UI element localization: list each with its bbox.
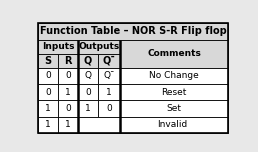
Text: 1: 1 bbox=[45, 120, 51, 129]
Bar bbox=[38, 54, 58, 68]
Text: 1: 1 bbox=[45, 104, 51, 113]
Text: 0: 0 bbox=[65, 71, 71, 80]
Bar bbox=[58, 54, 78, 68]
Text: Outputs: Outputs bbox=[78, 42, 120, 51]
Bar bbox=[38, 68, 58, 84]
Bar bbox=[78, 68, 98, 84]
Text: No Change: No Change bbox=[149, 71, 199, 80]
Text: 1: 1 bbox=[65, 88, 71, 97]
Bar bbox=[38, 100, 58, 117]
Bar bbox=[78, 100, 98, 117]
Text: 0: 0 bbox=[65, 104, 71, 113]
Bar bbox=[98, 54, 120, 68]
Text: S: S bbox=[45, 56, 52, 66]
Text: Q: Q bbox=[85, 71, 92, 80]
Text: 1: 1 bbox=[85, 104, 91, 113]
Bar bbox=[38, 117, 58, 133]
Text: Invalid: Invalid bbox=[157, 120, 187, 129]
Text: 0: 0 bbox=[85, 88, 91, 97]
Bar bbox=[98, 68, 120, 84]
Text: Function Table – NOR S-R Flip flop: Function Table – NOR S-R Flip flop bbox=[40, 26, 227, 36]
Text: Inputs: Inputs bbox=[42, 42, 75, 51]
Bar bbox=[78, 54, 98, 68]
Text: 1: 1 bbox=[106, 88, 112, 97]
Bar bbox=[38, 23, 228, 40]
Bar bbox=[58, 84, 78, 100]
Bar bbox=[120, 84, 228, 100]
Text: 0: 0 bbox=[45, 71, 51, 80]
Text: R: R bbox=[64, 56, 72, 66]
Text: Q¯: Q¯ bbox=[103, 71, 115, 80]
Bar bbox=[98, 84, 120, 100]
Bar bbox=[120, 40, 228, 68]
Bar bbox=[78, 40, 120, 54]
Bar bbox=[38, 84, 58, 100]
Bar bbox=[78, 117, 228, 133]
Bar bbox=[120, 100, 228, 117]
Text: Comments: Comments bbox=[147, 49, 201, 58]
Bar bbox=[78, 84, 98, 100]
Bar bbox=[58, 100, 78, 117]
Text: Set: Set bbox=[167, 104, 182, 113]
Text: Q: Q bbox=[84, 56, 92, 66]
Text: Reset: Reset bbox=[161, 88, 187, 97]
Text: 0: 0 bbox=[106, 104, 112, 113]
Bar bbox=[98, 100, 120, 117]
Text: 1: 1 bbox=[65, 120, 71, 129]
Bar bbox=[58, 68, 78, 84]
Text: 0: 0 bbox=[45, 88, 51, 97]
Text: Q¯: Q¯ bbox=[102, 56, 116, 66]
Bar bbox=[58, 117, 78, 133]
Bar bbox=[38, 40, 78, 54]
Bar bbox=[120, 68, 228, 84]
